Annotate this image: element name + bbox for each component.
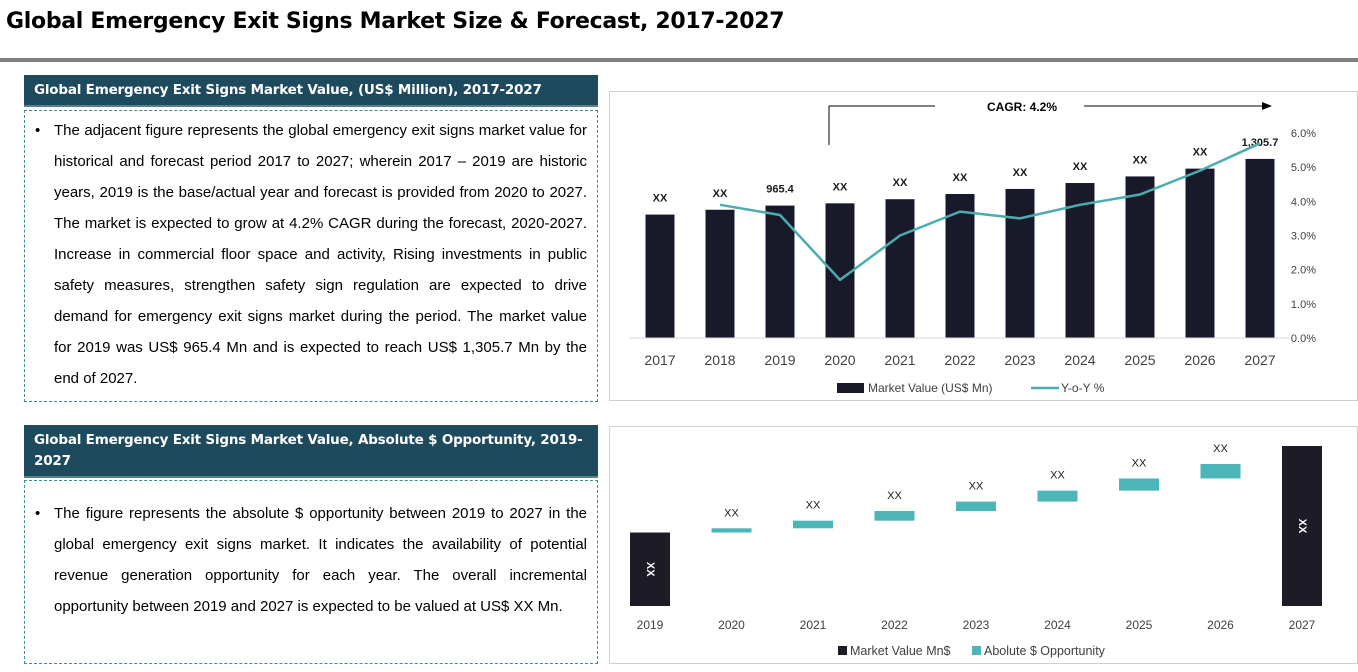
bar [765,205,795,338]
y2-tick-label: 2.0% [1291,265,1316,277]
market-value-chart: XX 2017 XX 2018 965.4 2019 XX 2020 XX 2021 XX 2022 X… [609,91,1358,401]
y2-tick-label: 1.0% [1291,299,1316,311]
page-title: Global Emergency Exit Signs Market Size … [6,9,785,34]
x-tick-label: 2021 [884,352,915,368]
bar-data-label: XX [644,562,656,577]
x-tick-label: 2023 [1004,352,1035,368]
x-tick-label: 2023 [963,618,990,632]
section2-header: Global Emergency Exit Signs Market Value… [24,425,598,478]
bar-data-label: XX [713,188,728,200]
section2-text-box: • The figure represents the absolute $ o… [24,480,598,664]
x-tick-label: 2024 [1044,618,1071,632]
bar-data-label: XX [1013,167,1028,179]
section1-header: Global Emergency Exit Signs Market Value… [24,75,598,107]
section1-bullet-text: The adjacent figure represents the globa… [54,122,587,387]
yoy-line [719,142,1261,282]
legend-label-opportunity: Abolute $ Opportunity [984,644,1106,658]
bar-data-label: XX [653,193,668,205]
x-tick-label: 2027 [1244,352,1275,368]
market-value-chart-svg: XX 2017 XX 2018 965.4 2019 XX 2020 XX 2021 XX 2022 X… [629,100,1316,395]
bar [945,194,975,338]
step-data-label: XX [887,490,902,502]
bar [1185,168,1215,338]
section1-bullet: • The adjacent figure represents the glo… [35,115,587,394]
x-tick-label: 2017 [644,352,675,368]
x-tick-label: 2020 [824,352,855,368]
bar-data-label: XX [1133,154,1148,166]
legend-swatch-market-value [837,383,864,393]
step-data-label: XX [724,507,739,519]
legend-swatch-opportunity [972,646,981,655]
opportunity-step [711,528,752,533]
step-data-label: XX [969,481,984,493]
bar [1125,176,1155,338]
step-data-label: XX [1213,443,1228,455]
bar-data-label: XX [893,177,908,189]
x-tick-label: 2026 [1184,352,1215,368]
absolute-opportunity-chart: 2019 XX 2020 XX 2021 XX 2022 XX 2023 XX 2024 XX 2025… [609,426,1358,664]
step-data-label: XX [1050,470,1065,482]
bar [630,532,670,606]
opportunity-step [956,501,996,512]
bar-data-label: XX [1193,147,1208,159]
step-data-label: XX [806,500,821,512]
bar [885,199,915,338]
opportunity-step [793,520,833,529]
opportunity-step [1200,463,1241,479]
bar [1005,188,1035,338]
x-tick-label: 2020 [718,618,745,632]
x-tick-label: 2025 [1126,618,1153,632]
cagr-arrow-head [1262,102,1272,110]
legend-label-yoy: Y-o-Y % [1061,381,1105,395]
bar-data-label: 965.4 [766,184,794,196]
step-data-label: XX [1132,457,1147,469]
y2-tick-label: 6.0% [1291,128,1316,140]
section1-text-box: • The adjacent figure represents the glo… [24,110,598,402]
opportunity-step [1037,490,1078,502]
x-tick-label: 2024 [1064,352,1095,368]
x-tick-label: 2019 [637,618,664,632]
x-tick-label: 2026 [1207,618,1234,632]
x-tick-label: 2022 [944,352,975,368]
y2-tick-label: 4.0% [1291,196,1316,208]
section2-bullet-text: The figure represents the absolute $ opp… [54,505,587,615]
x-tick-label: 2021 [800,618,827,632]
bar [1282,446,1322,606]
absolute-opportunity-chart-svg: 2019 XX 2020 XX 2021 XX 2022 XX 2023 XX 2024 XX 2025… [630,443,1322,658]
bar [645,214,675,338]
x-tick-label: 2027 [1289,618,1316,632]
bar [1245,158,1275,338]
bar-data-label: 1,305.7 [1242,137,1279,149]
y2-tick-label: 5.0% [1291,162,1316,174]
y2-tick-label: 3.0% [1291,231,1316,243]
bullet-dot: • [35,505,41,522]
opportunity-step [874,511,915,521]
x-tick-label: 2022 [881,618,908,632]
bar [1065,183,1095,338]
bar-data-label: XX [953,172,968,184]
x-tick-label: 2025 [1124,352,1155,368]
title-divider [0,58,1358,62]
legend-label-market-value: Market Value (US$ Mn) [868,381,992,395]
bullet-dot: • [35,122,41,139]
legend-swatch-market-value [838,646,847,655]
legend-label-market-value: Market Value Mn$ [850,644,951,658]
bar-data-label: XX [1296,519,1308,534]
cagr-annotation: CAGR: 4.2% [987,100,1057,114]
y2-tick-label: 0.0% [1291,333,1316,345]
section2-bullet: • The figure represents the absolute $ o… [35,498,587,622]
bar-data-label: XX [1073,161,1088,173]
opportunity-step [1119,478,1159,491]
x-tick-label: 2019 [764,352,795,368]
bar-data-label: XX [833,181,848,193]
x-tick-label: 2018 [704,352,735,368]
bar [705,209,735,338]
